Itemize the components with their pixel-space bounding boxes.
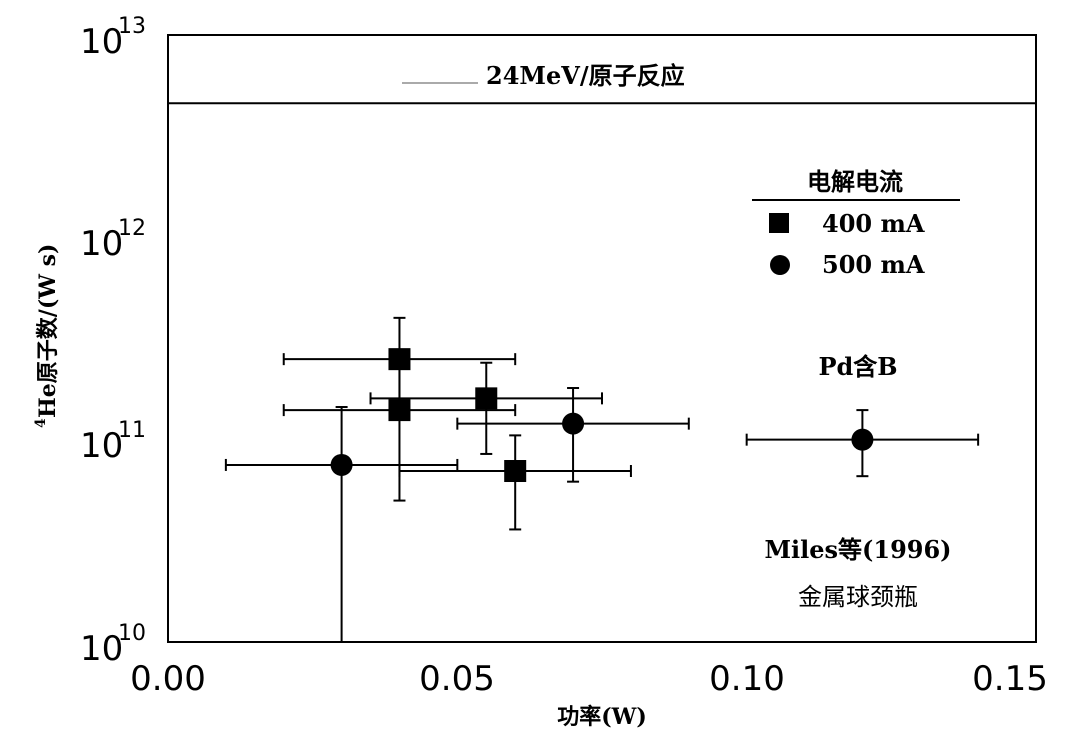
y-tick-label-1e11: 10 11 bbox=[80, 418, 146, 466]
annotation-pd-boron: Pd含B bbox=[818, 352, 897, 381]
data-point-square bbox=[504, 460, 527, 483]
y-tick-exp: 13 bbox=[118, 14, 146, 39]
legend-circle-marker bbox=[770, 255, 790, 275]
data-point-square bbox=[475, 387, 498, 410]
y-tick-base: 10 bbox=[80, 629, 123, 669]
legend: 电解电流 400 mA 500 mA bbox=[752, 167, 960, 279]
y-axis-label-group: 4 He原子数/(W s) bbox=[33, 244, 61, 428]
y-tick-label-1e13: 10 13 bbox=[80, 14, 146, 62]
annotation-vessel: 金属球颈瓶 bbox=[798, 583, 918, 611]
y-axis-label: He原子数/(W s) bbox=[35, 244, 61, 418]
data-point-circle bbox=[562, 412, 585, 435]
y-tick-exp: 10 bbox=[118, 621, 146, 646]
y-tick-exp: 12 bbox=[118, 216, 146, 241]
x-axis-label: 功率(W) bbox=[557, 704, 647, 730]
y-tick-exp: 11 bbox=[118, 418, 146, 443]
data-point-circle bbox=[851, 428, 874, 451]
data-point-circle bbox=[330, 453, 353, 476]
data-point-square bbox=[388, 348, 411, 371]
y-tick-base: 10 bbox=[80, 426, 123, 466]
y-tick-label-1e12: 10 12 bbox=[80, 216, 146, 264]
y-tick-base: 10 bbox=[80, 224, 123, 264]
x-tick-label-1: 0.05 bbox=[419, 659, 495, 699]
annotation-source: Miles等(1996) bbox=[764, 535, 951, 564]
legend-title: 电解电流 bbox=[807, 167, 903, 196]
data-points bbox=[224, 316, 980, 642]
legend-label-400: 400 mA bbox=[822, 209, 925, 238]
x-tick-label-2: 0.10 bbox=[709, 659, 785, 699]
data-point-square bbox=[388, 399, 411, 422]
plot-area-frame bbox=[167, 34, 1037, 643]
reference-line-label: 24MeV/原子反应 bbox=[486, 61, 685, 90]
y-axis-label-superscript: 4 bbox=[33, 418, 49, 428]
y-tick-base: 10 bbox=[80, 22, 123, 62]
x-tick-label-0: 0.00 bbox=[130, 659, 206, 699]
legend-square-marker bbox=[769, 213, 789, 233]
y-tick-label-1e10: 10 10 bbox=[80, 621, 146, 669]
legend-label-500: 500 mA bbox=[822, 250, 925, 279]
x-tick-label-3: 0.15 bbox=[972, 659, 1048, 699]
